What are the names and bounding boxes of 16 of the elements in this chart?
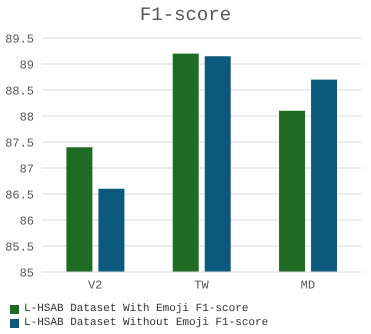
y-tick-label: 88 xyxy=(20,110,34,124)
x-tick-label: MD xyxy=(300,278,316,293)
x-tick-label: TW xyxy=(194,278,210,293)
y-tick-label: 86.5 xyxy=(5,188,34,202)
x-tick-label: V2 xyxy=(88,278,102,293)
legend-label: L-HSAB Dataset Without Emoji F1-score xyxy=(24,317,268,329)
chart-title: F1-score xyxy=(138,3,232,28)
y-tick-label: 85.5 xyxy=(5,240,34,254)
y-tick-label: 85 xyxy=(20,266,34,280)
y-tick-label: 89 xyxy=(20,58,34,72)
y-tick-label: 87.5 xyxy=(5,136,34,150)
y-tick-label: 87 xyxy=(20,162,34,176)
y-tick-label: 86 xyxy=(20,214,34,228)
y-tick-label: 88.5 xyxy=(5,84,34,98)
y-tick-label: 89.5 xyxy=(5,32,34,46)
legend-label: L-HSAB Dataset With Emoji F1-score xyxy=(24,303,248,315)
